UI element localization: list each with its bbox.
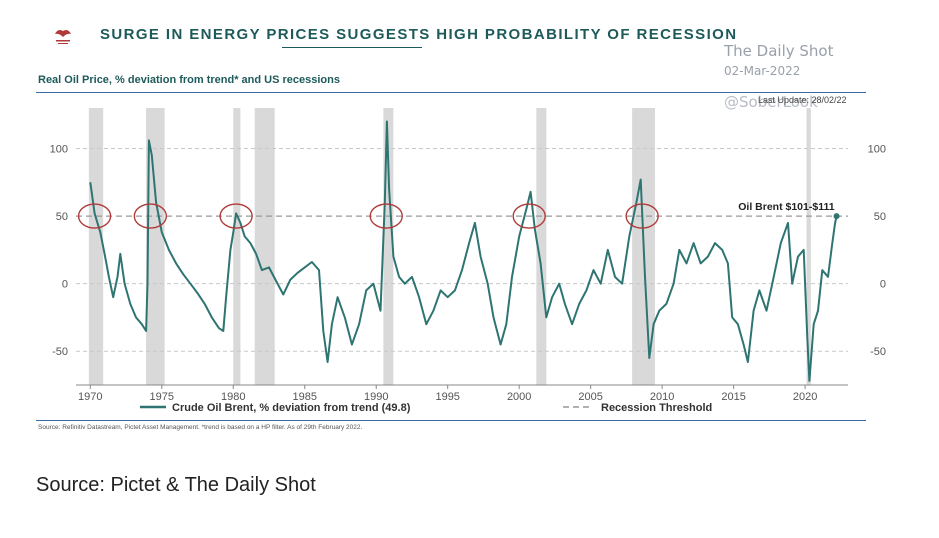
threshold-circle — [77, 203, 112, 229]
chart-subtitle: Real Oil Price, % deviation from trend* … — [38, 74, 340, 86]
x-tick-label: 2005 — [578, 391, 602, 403]
recession-band — [536, 108, 547, 385]
y-tick-label-right: 50 — [874, 211, 886, 223]
y-tick-label-right: 100 — [868, 144, 886, 156]
threshold-circle — [625, 203, 659, 229]
x-tick-label: 1970 — [78, 391, 102, 403]
x-tick-label: 2000 — [507, 391, 531, 403]
latest-point-marker — [833, 213, 840, 220]
chart-title: SURGE IN ENERGY PRICES SUGGESTS HIGH PRO… — [100, 26, 738, 43]
watermark-source: The Daily Shot — [724, 42, 834, 60]
y-tick-label-left: 100 — [50, 144, 68, 156]
legend-series-label: Crude Oil Brent, % deviation from trend … — [172, 402, 411, 414]
watermark-date: 02-Mar-2022 — [724, 64, 801, 78]
y-tick-label-right: 0 — [880, 279, 886, 291]
y-tick-label-left: 50 — [56, 211, 68, 223]
recession-band — [146, 108, 165, 385]
x-tick-label: 2020 — [793, 391, 817, 403]
y-tick-label-left: -50 — [52, 346, 68, 358]
annotation-group: Oil Brent $101-$111 — [738, 201, 840, 220]
source-caption: Source: Pictet & The Daily Shot — [36, 474, 316, 496]
recession-band — [806, 108, 811, 385]
legend: Crude Oil Brent, % deviation from trend … — [140, 402, 712, 414]
recession-circles — [77, 203, 659, 229]
recession-band — [383, 108, 394, 385]
tick-labels: 1970 1975 1980 1985 1990 1995 2000 2005 2010 2015… — [50, 144, 886, 403]
recession-band — [233, 108, 241, 385]
y-tick-label-right: -50 — [870, 346, 886, 358]
threshold-circle — [219, 203, 253, 229]
threshold-circle — [369, 203, 403, 229]
x-tick-label: 1980 — [221, 391, 245, 403]
recession-band — [88, 108, 104, 385]
x-tick-label: 1990 — [364, 391, 388, 403]
y-tick-label-left: 0 — [62, 279, 68, 291]
x-tick-label: 1985 — [292, 391, 316, 403]
x-tick-label: 2010 — [650, 391, 674, 403]
chart-footnote: Source: Refinitiv Datastream, Pictet Ass… — [38, 424, 363, 431]
watermark-handle: @SoberLook — [724, 93, 818, 111]
legend-threshold-label: Recession Threshold — [601, 402, 712, 414]
recession-bands — [88, 108, 811, 385]
series-group — [89, 120, 838, 382]
oil-brent-annotation: Oil Brent $101-$111 — [738, 201, 834, 213]
x-tick-label: 1975 — [150, 391, 174, 403]
pictet-logo-icon — [55, 30, 71, 44]
last-update-label: Last Update: 28/02/22 — [758, 95, 847, 105]
header-divider — [36, 92, 866, 93]
gridlines — [76, 148, 848, 352]
footer-divider — [36, 420, 866, 421]
x-tick-label: 1995 — [435, 391, 459, 403]
recession-band — [254, 108, 275, 385]
threshold-circle — [133, 203, 168, 229]
oil-price-series-line — [89, 120, 838, 382]
threshold-circle — [512, 203, 546, 229]
x-tick-label: 2015 — [721, 391, 745, 403]
title-underline — [282, 47, 422, 48]
